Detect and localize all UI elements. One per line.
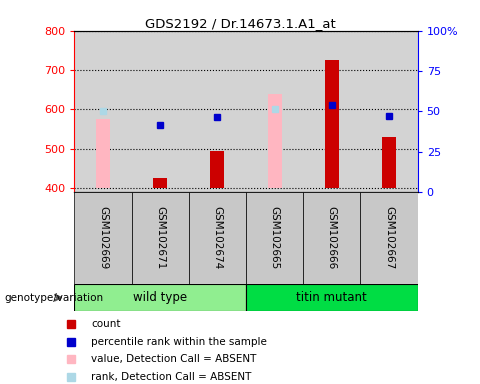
Text: GSM102669: GSM102669 xyxy=(98,207,108,270)
Text: percentile rank within the sample: percentile rank within the sample xyxy=(91,337,267,347)
Text: GSM102667: GSM102667 xyxy=(384,207,394,270)
Text: value, Detection Call = ABSENT: value, Detection Call = ABSENT xyxy=(91,354,257,364)
Text: GDS2192 / Dr.14673.1.A1_at: GDS2192 / Dr.14673.1.A1_at xyxy=(144,17,336,30)
Text: wild type: wild type xyxy=(133,291,187,304)
Text: count: count xyxy=(91,319,120,329)
Bar xyxy=(74,192,132,284)
Bar xyxy=(360,192,418,284)
Bar xyxy=(96,119,110,188)
Text: GSM102665: GSM102665 xyxy=(270,207,279,270)
Bar xyxy=(246,192,303,284)
Bar xyxy=(132,192,189,284)
Bar xyxy=(74,284,246,311)
Bar xyxy=(325,60,339,188)
Bar xyxy=(246,284,418,311)
Text: rank, Detection Call = ABSENT: rank, Detection Call = ABSENT xyxy=(91,372,252,382)
Bar xyxy=(382,137,396,188)
Text: titin mutant: titin mutant xyxy=(297,291,367,304)
Bar xyxy=(267,94,282,188)
Bar xyxy=(153,178,167,188)
Text: GSM102666: GSM102666 xyxy=(327,207,337,270)
Text: GSM102671: GSM102671 xyxy=(155,207,165,270)
Text: genotype/variation: genotype/variation xyxy=(5,293,104,303)
Bar xyxy=(210,151,225,188)
Bar xyxy=(303,192,360,284)
Text: GSM102674: GSM102674 xyxy=(212,207,222,270)
Bar xyxy=(189,192,246,284)
